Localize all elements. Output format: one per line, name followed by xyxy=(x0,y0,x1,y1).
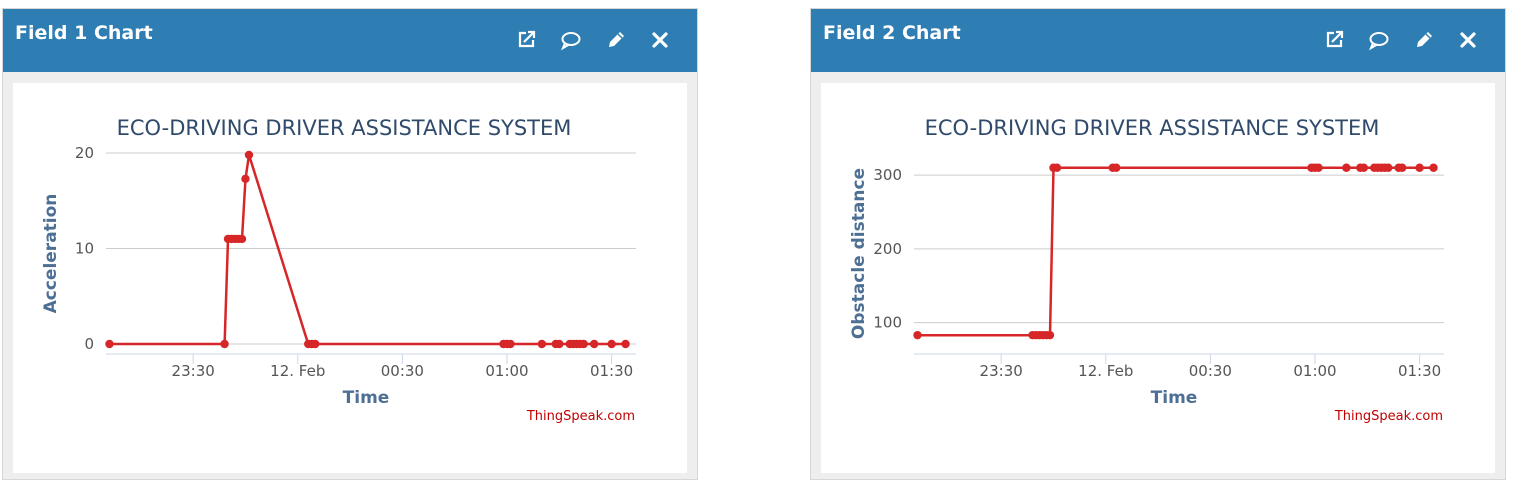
field-2-chart-widget: Field 2 Chart ECO-DRIVING DRIVER ASSISTA… xyxy=(810,8,1506,480)
x-tick-label: 01:30 xyxy=(1398,362,1441,380)
x-tick-label: 01:00 xyxy=(1293,362,1336,380)
close-icon[interactable] xyxy=(1457,29,1479,51)
x-axis-label: Time xyxy=(343,388,390,408)
x-tick-label: 12. Feb xyxy=(1078,362,1133,380)
external-link-icon[interactable] xyxy=(515,29,537,51)
x-tick-label: 23:30 xyxy=(172,362,215,380)
y-tick-label: 20 xyxy=(75,144,94,162)
data-point xyxy=(506,339,515,349)
data-point xyxy=(1314,163,1323,172)
data-point xyxy=(607,339,616,349)
widget-title: Field 2 Chart xyxy=(823,22,961,44)
data-point xyxy=(1045,330,1055,340)
data-point xyxy=(1415,163,1424,172)
series-line xyxy=(917,166,1434,337)
data-point xyxy=(1112,163,1121,172)
data-point xyxy=(621,339,630,349)
data-point xyxy=(555,339,564,349)
acceleration-chart: ECO-DRIVING DRIVER ASSISTANCE SYSTEM 0 10 2… xyxy=(41,116,636,408)
data-point xyxy=(105,339,114,349)
y-tick-label: 100 xyxy=(873,314,902,332)
data-point xyxy=(237,234,247,244)
chart-body: ECO-DRIVING DRIVER ASSISTANCE SYSTEM 100 2… xyxy=(821,83,1495,473)
data-point xyxy=(1342,163,1351,172)
y-tick-label: 0 xyxy=(84,335,94,353)
widget-header: Field 1 Chart xyxy=(3,9,697,72)
data-point xyxy=(220,339,229,349)
pencil-icon[interactable] xyxy=(1413,29,1435,51)
data-point xyxy=(1429,163,1438,172)
close-icon[interactable] xyxy=(649,29,671,51)
x-tick-label: 00:30 xyxy=(381,362,424,380)
data-point xyxy=(1359,163,1369,172)
x-tick-label: 01:00 xyxy=(485,362,528,380)
data-point xyxy=(1384,163,1393,172)
y-tick-label: 10 xyxy=(75,240,94,258)
widget-header: Field 2 Chart xyxy=(811,9,1505,72)
data-point xyxy=(913,330,922,340)
chart-title: ECO-DRIVING DRIVER ASSISTANCE SYSTEM xyxy=(117,116,572,140)
widget-title: Field 1 Chart xyxy=(15,22,153,44)
y-tick-label: 200 xyxy=(873,240,902,258)
series-line xyxy=(109,153,626,346)
data-point xyxy=(1052,163,1062,172)
data-point xyxy=(311,339,320,349)
x-axis-label: Time xyxy=(1151,388,1198,408)
x-tick-label: 23:30 xyxy=(980,362,1023,380)
x-tick-label: 00:30 xyxy=(1189,362,1232,380)
data-point xyxy=(589,339,599,349)
obstacle-distance-chart: ECO-DRIVING DRIVER ASSISTANCE SYSTEM 100 2… xyxy=(849,116,1444,408)
chart-title: ECO-DRIVING DRIVER ASSISTANCE SYSTEM xyxy=(925,116,1380,140)
thingspeak-credit[interactable]: ThingSpeak.com xyxy=(1334,409,1443,424)
y-axis-label: Obstacle distance xyxy=(849,168,869,339)
data-point xyxy=(537,339,547,349)
y-tick-label: 300 xyxy=(873,166,902,184)
comment-icon[interactable] xyxy=(1368,29,1390,51)
data-point xyxy=(244,150,254,160)
field-1-chart-widget: Field 1 Chart ECO-DRIVING DRIVER ASSISTA… xyxy=(2,8,698,480)
x-tick-label: 12. Feb xyxy=(270,362,325,380)
comment-icon[interactable] xyxy=(560,29,582,51)
x-tick-label: 01:30 xyxy=(590,362,633,380)
external-link-icon[interactable] xyxy=(1323,29,1345,51)
y-axis-label: Acceleration xyxy=(41,194,61,314)
data-point xyxy=(241,174,250,183)
chart-body: ECO-DRIVING DRIVER ASSISTANCE SYSTEM 0 10 2… xyxy=(13,83,687,473)
pencil-icon[interactable] xyxy=(605,29,627,51)
data-point xyxy=(1397,163,1407,172)
data-point xyxy=(579,339,588,349)
thingspeak-credit[interactable]: ThingSpeak.com xyxy=(526,409,635,424)
